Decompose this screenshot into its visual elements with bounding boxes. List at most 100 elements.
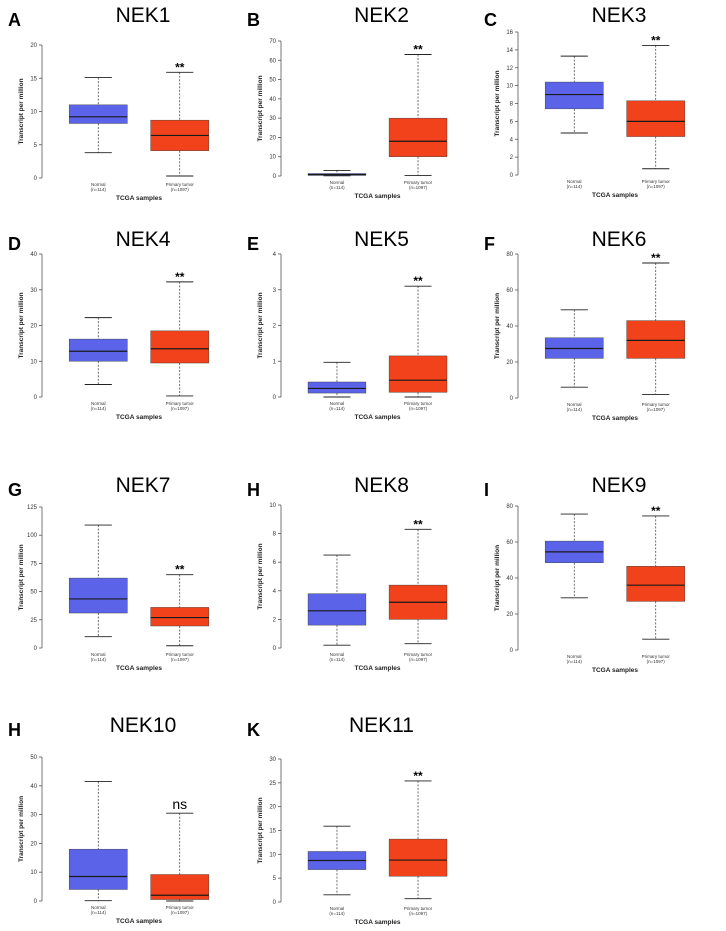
category-n-label: (n=114) <box>329 911 345 916</box>
y-tick-label: 20 <box>30 841 37 847</box>
category-label: Normal <box>567 654 582 659</box>
y-tick-label: 50 <box>269 78 276 84</box>
category-n-label: (n=114) <box>567 659 583 664</box>
y-tick-label: 20 <box>30 324 37 330</box>
y-tick-label: 25 <box>30 618 37 624</box>
category-n-label: (n=1097) <box>409 657 428 662</box>
iqr-box <box>307 593 367 626</box>
category-n-label: (n=1097) <box>647 659 666 664</box>
y-tick-label: 40 <box>269 97 276 103</box>
panel-title: NEK11 <box>349 714 414 737</box>
category-label: Normal <box>330 652 345 657</box>
category-n-label: (n=114) <box>329 657 345 662</box>
box-tumor: Primary tumor(n=1097) <box>150 574 210 662</box>
y-tick-label: 15 <box>30 76 37 82</box>
y-axis-label: Transcript per million <box>494 293 501 359</box>
category-label: Primary tumor <box>642 179 671 184</box>
box-tumor: Primary tumor(n=1097) <box>626 262 686 412</box>
panel-nek1: A NEK1 0 5 10 15 20 Transcript per million Norma… <box>8 4 210 202</box>
iqr-box <box>150 330 210 364</box>
box-tumor: Primary tumor(n=1097) <box>388 54 448 190</box>
category-n-label: (n=1097) <box>647 407 666 412</box>
iqr-box <box>544 81 604 110</box>
x-axis-label: TCGA samples <box>116 665 162 672</box>
x-axis-label: TCGA samples <box>355 919 401 926</box>
y-tick-label: 10 <box>269 852 276 858</box>
y-tick-label: 40 <box>30 252 37 258</box>
significance-marker: ** <box>651 251 661 265</box>
y-tick-label: 20 <box>506 612 513 618</box>
box-tumor: Primary tumor(n=1097) <box>626 44 686 189</box>
panel-nek10: H NEK10 0 10 20 30 40 50 Transcript per million N… <box>8 714 210 925</box>
x-axis-label: TCGA samples <box>116 414 162 421</box>
y-tick-label: 60 <box>506 540 513 546</box>
panel-title: NEK6 <box>592 228 647 251</box>
category-n-label: (n=1097) <box>171 406 190 411</box>
y-tick-label: 40 <box>506 576 513 582</box>
y-tick-label: 4 <box>273 252 277 258</box>
y-tick-label: 50 <box>30 590 37 596</box>
y-tick-label: 25 <box>269 781 276 787</box>
box-tumor: Primary tumor(n=1097) <box>388 528 448 662</box>
category-n-label: (n=114) <box>91 187 107 192</box>
y-tick-label: 40 <box>30 784 37 790</box>
iqr-box <box>388 117 448 157</box>
y-tick-label: 125 <box>27 505 38 511</box>
y-tick-label: 4 <box>273 589 277 595</box>
y-tick-label: 2 <box>273 324 277 330</box>
panel-title: NEK7 <box>116 474 171 497</box>
category-label: Normal <box>330 180 345 185</box>
box-tumor: Primary tumor(n=1097) <box>626 515 686 664</box>
y-tick-label: 10 <box>30 870 37 876</box>
significance-marker: ** <box>413 769 423 783</box>
category-n-label: (n=114) <box>329 406 345 411</box>
category-n-label: (n=1097) <box>171 187 190 192</box>
category-label: Normal <box>330 401 345 406</box>
y-tick-label: 8 <box>273 532 277 538</box>
category-label: Normal <box>567 179 582 184</box>
y-axis-label: Transcript per million <box>257 292 264 358</box>
iqr-box <box>626 566 686 602</box>
y-tick-label: 10 <box>30 110 37 116</box>
y-tick-label: 0 <box>34 395 38 401</box>
significance-marker: ** <box>413 517 423 531</box>
panel-nek4: D NEK4 0 10 20 30 40 Transcript per million Norm… <box>8 228 210 421</box>
significance-marker: ns <box>172 796 187 812</box>
x-axis-label: TCGA samples <box>592 667 638 674</box>
category-label: Normal <box>91 182 106 187</box>
y-axis-label: Transcript per million <box>494 70 501 136</box>
significance-marker: ** <box>175 270 185 284</box>
iqr-box <box>150 607 210 627</box>
box-normal: Normal(n=114) <box>68 317 128 411</box>
y-tick-label: 30 <box>30 813 37 819</box>
iqr-box <box>68 577 128 614</box>
panel-letter: B <box>247 10 260 30</box>
significance-marker: ** <box>413 43 423 57</box>
box-tumor: Primary tumor(n=1097) <box>150 812 210 915</box>
y-tick-label: 6 <box>273 560 277 566</box>
category-n-label: (n=114) <box>91 910 107 915</box>
y-tick-label: 4 <box>510 137 514 143</box>
category-n-label: (n=114) <box>567 184 583 189</box>
panel-letter: I <box>484 480 489 500</box>
y-tick-label: 30 <box>30 288 37 294</box>
iqr-box <box>388 355 448 393</box>
panel-title: NEK2 <box>354 4 409 27</box>
y-tick-label: 20 <box>269 135 276 141</box>
panel-title: NEK3 <box>592 4 647 27</box>
category-label: Normal <box>330 906 345 911</box>
y-tick-label: 10 <box>30 359 37 365</box>
iqr-box <box>626 320 686 359</box>
significance-marker: ** <box>651 504 661 518</box>
y-tick-label: 20 <box>269 805 276 811</box>
y-tick-label: 80 <box>506 252 513 258</box>
panel-letter: D <box>8 234 21 254</box>
category-n-label: (n=1097) <box>409 406 428 411</box>
panel-letter: C <box>484 10 497 30</box>
y-tick-label: 10 <box>506 84 513 90</box>
y-axis-label: Transcript per million <box>18 796 25 862</box>
y-tick-label: 8 <box>510 102 514 108</box>
y-tick-label: 40 <box>506 324 513 330</box>
box-tumor: Primary tumor(n=1097) <box>150 281 210 411</box>
y-tick-label: 2 <box>510 155 514 161</box>
